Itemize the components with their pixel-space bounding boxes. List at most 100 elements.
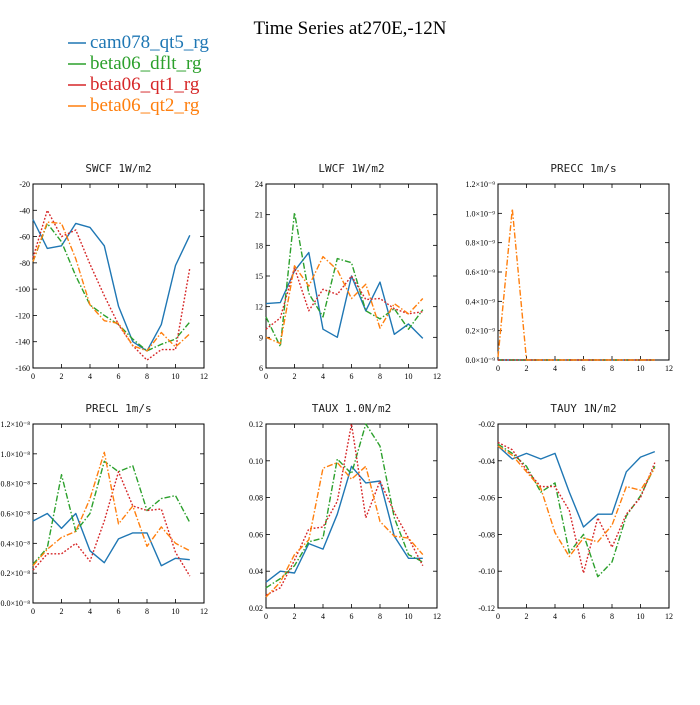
x-tick-label: 0 xyxy=(264,612,268,621)
y-tick-label: 0.0×10⁻⁹ xyxy=(465,356,495,365)
y-tick-label: 0.4×10⁻⁹ xyxy=(465,297,495,306)
series-line-beta06_qt2_rg xyxy=(265,255,424,345)
x-tick-label: 12 xyxy=(433,372,441,381)
series-line-beta06_qt2_rg xyxy=(32,451,191,567)
x-tick-label: 4 xyxy=(88,372,92,381)
panel-title: SWCF 1W/m2 xyxy=(85,162,151,175)
x-tick-label: 6 xyxy=(117,607,121,616)
y-tick-label: 0.4×10⁻⁸ xyxy=(0,539,30,548)
plot-frame xyxy=(497,423,670,609)
series-line-beta06_dflt_rg xyxy=(265,423,424,589)
panel-grid: SWCF 1W/m2 -160 -140 -120 -100 -80 -60 -40 -20 0 2… xyxy=(0,162,673,621)
y-tick-label: 15 xyxy=(255,272,263,281)
x-tick-label: 0 xyxy=(31,372,35,381)
series-line-cam078_qt5_rg xyxy=(32,512,190,567)
y-tick-label: -0.06 xyxy=(478,494,495,503)
series-line-beta06_dflt_rg xyxy=(265,211,424,348)
series-line-cam078_qt5_rg xyxy=(497,445,656,528)
x-tick-label: 6 xyxy=(582,612,586,621)
plot-frame xyxy=(497,183,670,361)
x-tick-label: 0 xyxy=(496,612,500,621)
y-tick-label: 0.12 xyxy=(249,420,263,429)
legend-entry: cam078_qt5_rg xyxy=(68,32,209,53)
y-tick-label: 1.0×10⁻⁹ xyxy=(465,209,495,218)
y-tick-label: -20 xyxy=(19,180,30,189)
legend-label: beta06_qt2_rg xyxy=(90,95,200,116)
series-line-cam078_qt5_rg xyxy=(265,251,424,339)
series-line-beta06_qt2_rg xyxy=(265,461,424,598)
y-tick-label: -140 xyxy=(15,338,30,347)
x-tick-label: 4 xyxy=(88,607,92,616)
legend-label: beta06_qt1_rg xyxy=(90,74,200,95)
x-tick-label: 8 xyxy=(145,372,149,381)
x-tick-label: 12 xyxy=(200,607,208,616)
plot-frame xyxy=(265,423,438,609)
y-tick-label: -80 xyxy=(19,259,30,268)
x-tick-label: 2 xyxy=(293,372,297,381)
plot-frame xyxy=(32,183,205,369)
series-line-beta06_qt1_rg xyxy=(32,471,191,577)
x-tick-label: 12 xyxy=(665,364,673,373)
y-tick-label: 0.08 xyxy=(249,494,263,503)
y-tick-label: -0.04 xyxy=(478,457,495,466)
series-line-beta06_qt2_rg xyxy=(497,445,656,558)
series-line-beta06_dflt_rg xyxy=(497,443,656,578)
y-tick-label: 0.2×10⁻⁸ xyxy=(0,569,30,578)
chart-panel: SWCF 1W/m2 -160 -140 -120 -100 -80 -60 -40 -20 0 2… xyxy=(15,162,208,381)
x-tick-label: 8 xyxy=(378,612,382,621)
series-line-beta06_dflt_rg xyxy=(32,460,191,565)
x-tick-label: 2 xyxy=(525,364,529,373)
series-line-cam078_qt5_rg xyxy=(32,219,191,352)
y-tick-label: 0.10 xyxy=(249,457,263,466)
y-tick-label: -60 xyxy=(19,233,30,242)
panel-title: TAUY 1N/m2 xyxy=(550,402,616,415)
legend-entry: beta06_qt1_rg xyxy=(68,74,200,95)
chart-panel: TAUX 1.0N/m2 0.02 0.04 0.06 0.08 0.10 0.12 0 2 4 6… xyxy=(249,402,441,621)
x-tick-label: 12 xyxy=(200,372,208,381)
y-tick-label: -0.08 xyxy=(478,530,495,539)
series-line-beta06_qt2_rg xyxy=(32,221,191,352)
legend-label: beta06_dflt_rg xyxy=(90,53,202,74)
y-tick-label: 0.06 xyxy=(249,530,263,539)
y-tick-label: 1.2×10⁻⁸ xyxy=(0,420,30,429)
x-tick-label: 0 xyxy=(496,364,500,373)
y-tick-label: 1.0×10⁻⁸ xyxy=(0,450,30,459)
x-tick-label: 2 xyxy=(293,612,297,621)
series-line-beta06_dflt_rg xyxy=(32,222,191,352)
y-tick-label: 9 xyxy=(259,333,263,342)
x-tick-label: 6 xyxy=(350,612,354,621)
y-tick-label: -120 xyxy=(15,311,30,320)
x-tick-label: 2 xyxy=(60,607,64,616)
x-tick-label: 10 xyxy=(172,372,180,381)
panel-title: LWCF 1W/m2 xyxy=(318,162,384,175)
x-tick-label: 0 xyxy=(31,607,35,616)
y-tick-label: 0.8×10⁻⁸ xyxy=(0,480,30,489)
y-tick-label: 6 xyxy=(259,364,263,373)
panel-title: TAUX 1.0N/m2 xyxy=(312,402,391,415)
x-tick-label: 0 xyxy=(264,372,268,381)
x-tick-label: 10 xyxy=(637,612,645,621)
x-tick-label: 10 xyxy=(172,607,180,616)
y-tick-label: -40 xyxy=(19,206,30,215)
y-tick-label: 0.8×10⁻⁹ xyxy=(465,239,495,248)
x-tick-label: 10 xyxy=(405,612,413,621)
x-tick-label: 4 xyxy=(321,612,325,621)
legend: cam078_qt5_rgbeta06_dflt_rgbeta06_qt1_rg… xyxy=(68,32,209,116)
y-tick-label: 21 xyxy=(255,211,263,220)
y-tick-label: 0.02 xyxy=(249,604,263,613)
plot-frame xyxy=(32,423,205,604)
x-tick-label: 6 xyxy=(582,364,586,373)
panel-title: PRECL 1m/s xyxy=(85,402,151,415)
y-tick-label: 0.6×10⁻⁸ xyxy=(0,510,30,519)
x-tick-label: 8 xyxy=(610,364,614,373)
series-line-beta06_qt1_rg xyxy=(265,267,423,330)
y-tick-label: 0.0×10⁻⁸ xyxy=(0,599,30,608)
y-tick-label: 24 xyxy=(255,180,263,189)
series-line-beta06_qt2_rg xyxy=(497,208,655,361)
y-tick-label: 0.2×10⁻⁹ xyxy=(465,327,495,336)
y-tick-label: 0.6×10⁻⁹ xyxy=(465,268,495,277)
y-tick-label: 0.04 xyxy=(249,567,263,576)
x-tick-label: 8 xyxy=(610,612,614,621)
